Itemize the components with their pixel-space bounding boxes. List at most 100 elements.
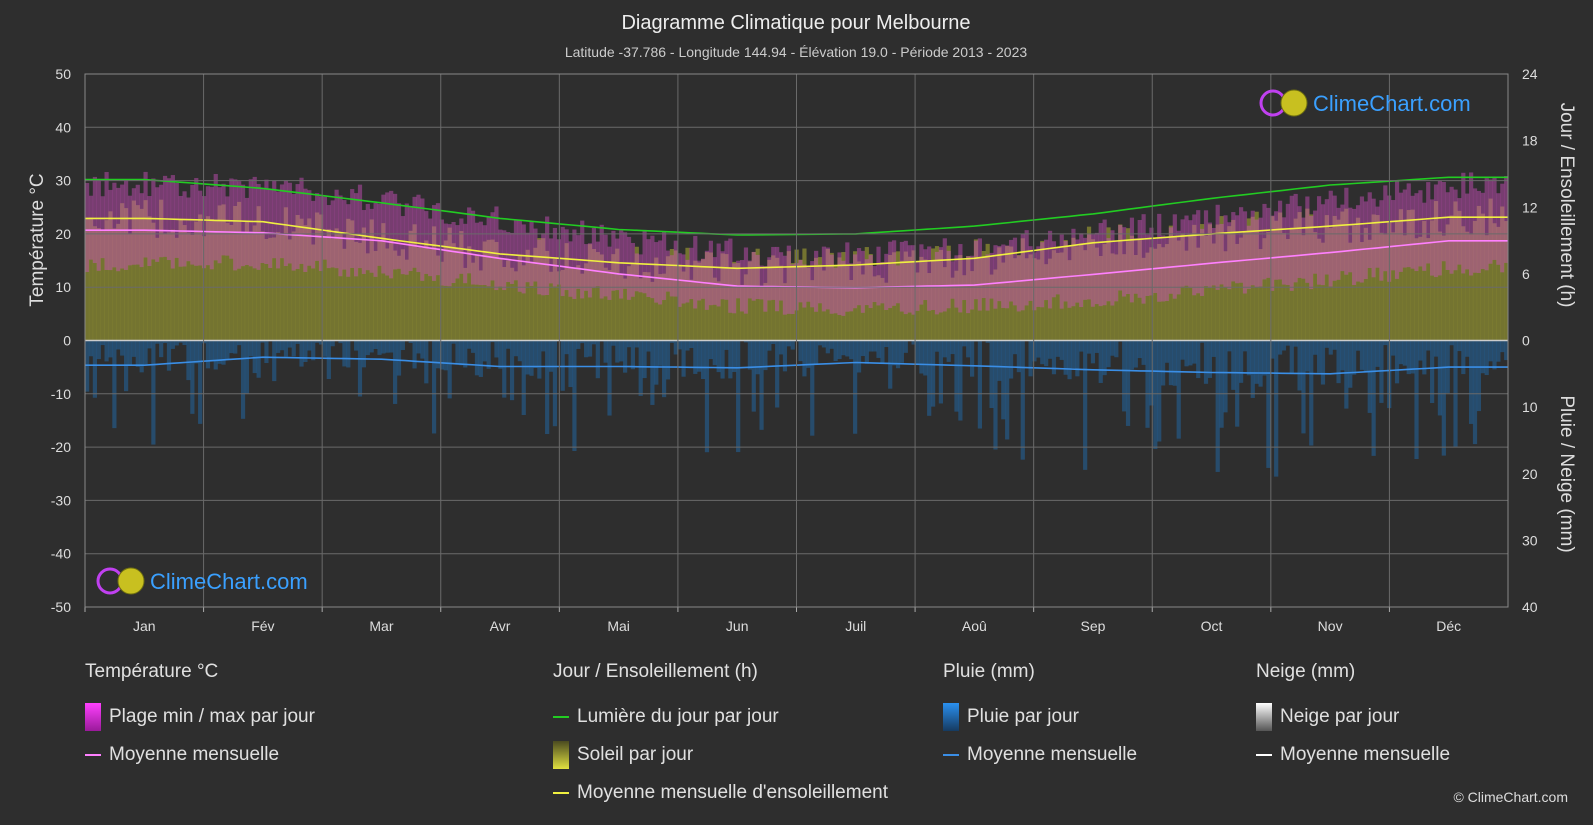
sunshine-bar xyxy=(1122,254,1127,341)
temp-range-bar xyxy=(400,216,405,275)
sunshine-bar xyxy=(950,277,955,341)
temp-range-bar xyxy=(1168,227,1174,294)
rain-bar xyxy=(849,340,854,360)
temp-range-bar xyxy=(1016,255,1021,312)
temp-range-bar xyxy=(1200,228,1205,296)
rain-bar xyxy=(217,340,222,364)
rain-bar xyxy=(1480,340,1485,374)
temp-range-bar xyxy=(1075,239,1080,303)
temp-range-bar xyxy=(884,253,889,310)
logo-sun-icon xyxy=(1280,89,1308,117)
rain-bar xyxy=(1309,340,1314,446)
rain-bar xyxy=(1176,340,1181,439)
temp-range-bar xyxy=(1258,217,1263,287)
temp-range-bar xyxy=(311,200,316,269)
rain-bar xyxy=(1083,340,1088,470)
rain-bar xyxy=(1324,340,1329,348)
rain-bar xyxy=(810,340,815,436)
sunshine-bar xyxy=(677,264,682,341)
sunshine-bar xyxy=(849,280,854,341)
temp-range-bar xyxy=(447,224,452,287)
sunshine-bar xyxy=(1075,246,1080,341)
temp-range-bar xyxy=(1157,213,1162,302)
temp-range-bar xyxy=(435,203,441,276)
sunshine-bar xyxy=(1118,224,1123,341)
rain-bar xyxy=(283,340,289,357)
rain-bar xyxy=(455,340,460,365)
temp-range-bar xyxy=(1238,207,1244,283)
sunshine-bar xyxy=(548,271,554,341)
rain-bar xyxy=(969,340,975,377)
sunshine-bar xyxy=(985,243,990,341)
rain-bar xyxy=(1363,340,1368,373)
sunshine-bar xyxy=(143,200,148,341)
sunshine-bar xyxy=(346,218,351,341)
temp-range-bar xyxy=(252,176,257,269)
sunshine-bar xyxy=(1106,227,1111,341)
sunshine-bar xyxy=(315,212,320,341)
sunshine-bar xyxy=(350,220,355,341)
temp-range-bar xyxy=(533,228,538,282)
sunshine-bar xyxy=(1277,212,1283,341)
temp-range-bar xyxy=(283,180,289,267)
sunshine-bar xyxy=(736,263,741,341)
sunshine-bar xyxy=(619,275,624,341)
temp-range-bar xyxy=(903,240,908,315)
rain-bar xyxy=(221,340,226,365)
temp-range-bar xyxy=(989,252,994,299)
sunshine-bar xyxy=(591,249,597,341)
rain-bar xyxy=(127,340,133,365)
rain-bar xyxy=(1133,340,1138,368)
rain-bar xyxy=(1102,340,1107,376)
sunshine-bar xyxy=(712,277,717,341)
y-right-top-axis-label: Jour / Ensoleillement (h) xyxy=(1556,103,1577,308)
rain-bar xyxy=(814,340,819,365)
temp-range-bar xyxy=(693,235,698,309)
rain-bar xyxy=(704,340,710,453)
temp-range-bar xyxy=(942,238,947,312)
sunshine-bar xyxy=(1063,240,1068,341)
sunshine-bar xyxy=(564,243,569,341)
rain-bar xyxy=(1449,340,1454,346)
y-left-tick-label: -40 xyxy=(51,546,71,562)
rain-bar xyxy=(299,340,304,367)
temp-range-bar xyxy=(919,244,924,305)
temp-range-bar xyxy=(1336,207,1341,280)
sunshine-bar xyxy=(681,271,686,341)
rain-bar xyxy=(1211,340,1216,357)
rain-bar xyxy=(1020,340,1025,460)
rain-bar xyxy=(369,340,374,353)
sunshine-bar xyxy=(775,257,780,341)
sunshine-bar xyxy=(389,240,394,341)
sunshine-bar xyxy=(361,227,366,341)
sunshine-bar xyxy=(634,246,639,341)
sunshine-bar xyxy=(1391,232,1396,341)
legend-group-rain: Pluie (mm) Pluie par jour Moyenne mensue… xyxy=(943,660,1137,774)
temp-range-bar xyxy=(1289,195,1294,291)
temp-range-bar xyxy=(728,238,733,313)
legend-group-temperature: Température °C Plage min / max par jour … xyxy=(85,660,315,774)
rain-bar xyxy=(595,340,600,379)
rain-mean-swatch xyxy=(943,754,959,756)
sunshine-bar xyxy=(159,199,164,341)
sunshine-bar xyxy=(1398,209,1404,341)
sunshine-bar xyxy=(1262,238,1267,341)
rain-bar xyxy=(1433,340,1439,357)
sunshine-bar xyxy=(704,252,710,341)
sunshine-bar xyxy=(85,218,90,341)
rain-bar xyxy=(1441,340,1446,456)
sunshine-bar xyxy=(1453,201,1458,341)
sunshine-bar xyxy=(498,258,503,341)
temp-range-bar xyxy=(775,246,780,312)
sunshine-bar xyxy=(646,272,651,341)
rain-bar xyxy=(1184,340,1189,367)
sunshine-bar xyxy=(954,270,959,341)
sunshine-bar xyxy=(743,274,749,341)
sunshine-bar xyxy=(938,249,943,341)
temp-range-bar xyxy=(1453,189,1458,271)
temp-range-bar xyxy=(92,176,97,264)
temp-range-bar xyxy=(1219,223,1224,285)
temp-range-bar xyxy=(630,243,636,297)
sunshine-bar xyxy=(486,239,491,341)
logo-sun-icon xyxy=(117,567,145,595)
